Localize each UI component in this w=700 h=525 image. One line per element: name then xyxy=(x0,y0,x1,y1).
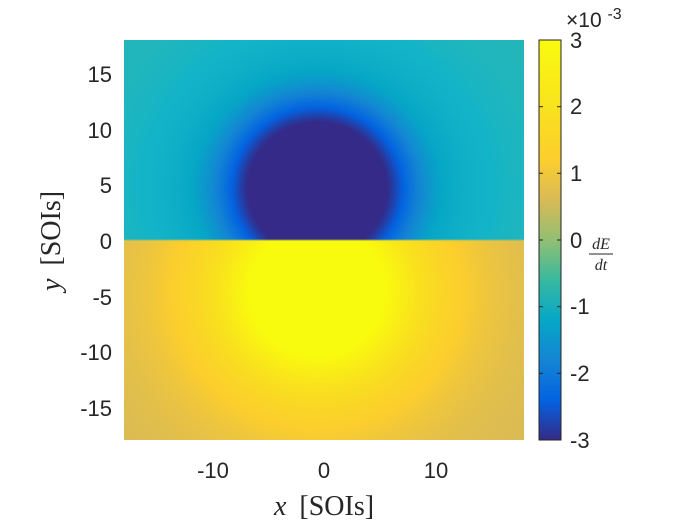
colorbar-multiplier-exp: -3 xyxy=(607,6,621,23)
colorbar-label: dE dt xyxy=(589,236,613,274)
x-axis-unit: [SOIs] xyxy=(299,491,374,522)
x-axis-symbol: x xyxy=(273,491,287,522)
colorbar-label-denominator: dt xyxy=(595,257,608,274)
colorbar-tick-label: -3 xyxy=(570,428,590,453)
y-tick-label: -5 xyxy=(92,285,112,310)
y-tick-label: 5 xyxy=(100,173,112,198)
colorbar-tick-label: 3 xyxy=(570,28,582,53)
y-tick-label: 0 xyxy=(100,229,112,254)
y-tick-label: 10 xyxy=(88,118,112,143)
x-axis: -10 0 10 x [SOIs] xyxy=(197,458,448,522)
y-axis-symbol: y xyxy=(36,278,67,294)
colorbar-tick-label: -2 xyxy=(570,361,590,386)
x-tick-label: 0 xyxy=(318,458,330,483)
colorbar-tick-label: 0 xyxy=(570,228,582,253)
y-tick-label: 15 xyxy=(88,62,112,87)
heatmap-image xyxy=(124,40,524,440)
x-axis-label: x [SOIs] xyxy=(273,491,374,522)
y-tick-label: -10 xyxy=(80,340,112,365)
colorbar-label-numerator: dE xyxy=(592,236,610,253)
heatmap-area xyxy=(124,40,524,440)
colorbar-tick-label: 2 xyxy=(570,94,582,119)
colorbar: 3 2 1 0 -1 -2 -3 ×10 -3 dE dt xyxy=(538,6,622,453)
y-axis: 15 10 5 0 -5 -10 -15 y [SOIs] xyxy=(36,62,112,421)
colorbar-multiplier: ×10 -3 xyxy=(566,6,622,32)
y-axis-label: y [SOIs] xyxy=(36,191,67,294)
colorbar-tick-label: -1 xyxy=(570,294,590,319)
y-axis-unit: [SOIs] xyxy=(36,191,67,266)
y-tick-label: -15 xyxy=(80,396,112,421)
colorbar-tick-label: 1 xyxy=(570,161,582,186)
colorbar-multiplier-base: ×10 xyxy=(566,9,602,32)
x-tick-label: 10 xyxy=(424,458,448,483)
x-tick-label: -10 xyxy=(197,458,229,483)
